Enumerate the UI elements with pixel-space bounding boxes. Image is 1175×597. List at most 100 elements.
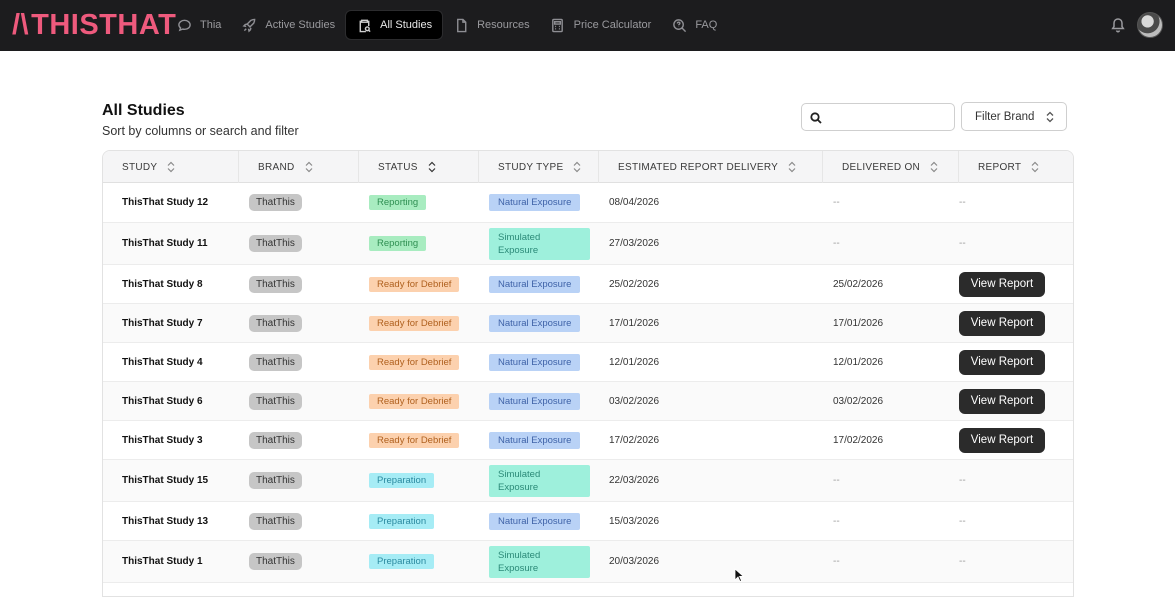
status-cell: Ready for Debrief [369,304,479,342]
main-nav: Thia Active Studies All Studies Resource… [166,10,727,40]
report-placeholder: -- [959,515,966,527]
study-name[interactable]: ThisThat Study 7 [122,317,203,329]
study-name[interactable]: ThisThat Study 3 [122,434,203,446]
clipboard-search-icon [356,17,372,33]
search-field[interactable] [801,103,955,131]
delivered-on-date: -- [833,197,840,208]
bell-icon[interactable] [1111,17,1125,33]
study-name[interactable]: ThisThat Study 4 [122,356,203,368]
column-header-delivered-on[interactable]: DELIVERED ON [823,151,959,183]
study-type-cell: Natural Exposure [489,382,599,420]
status-badge: Preparation [369,513,435,529]
study-type-cell: Simulated Exposure [489,223,599,264]
column-header-study-type[interactable]: STUDY TYPE [479,151,599,183]
estimated-delivery-cell: 25/02/2026 [609,265,823,303]
status-cell: Ready for Debrief [369,382,479,420]
view-report-button[interactable]: View Report [959,310,1045,336]
column-label: DELIVERED ON [842,161,921,173]
estimated-delivery-cell: 12/01/2026 [609,343,823,381]
nav-item-thia[interactable]: Thia [166,10,231,40]
nav-item-faq[interactable]: FAQ [661,10,727,40]
table-row[interactable]: ThisThat Study 11 ThatThis Reporting Simula… [103,223,1073,265]
study-type-badge: Natural Exposure [489,431,581,449]
nav-item-all-studies[interactable]: All Studies [345,10,444,40]
brand-badge: ThatThis [249,235,302,252]
brand-cell: ThatThis [249,541,359,582]
table-row[interactable]: ThisThat Study 15 ThatThis Preparation Simu… [103,460,1073,502]
study-name[interactable]: ThisThat Study 1 [122,556,203,567]
study-cell: ThisThat Study 3 [122,421,237,459]
brand-cell: ThatThis [249,223,359,264]
brand-cell: ThatThis [249,421,359,459]
study-type-line: Simulated [498,549,541,561]
report-cell: -- [959,223,1073,264]
estimated-delivery-cell: 20/03/2026 [609,541,823,582]
delivered-on-cell: -- [833,460,959,501]
search-icon [810,112,822,124]
calculator-icon [550,17,566,33]
delivered-on-cell: -- [833,223,959,264]
nav-item-resources[interactable]: Resources [443,10,540,40]
nav-item-label: Price Calculator [573,19,652,31]
table-row[interactable]: ThisThat Study 12 ThatThis Reporting Natura… [103,183,1073,223]
brand-cell: ThatThis [249,304,359,342]
view-report-button[interactable]: View Report [959,271,1045,297]
study-type-badge: Natural Exposure [489,194,581,211]
study-cell: ThisThat Study 12 [122,183,237,222]
brand-badge: ThatThis [249,392,302,410]
table-row[interactable]: ThisThat Study 1 ThatThis Preparation Simul… [103,541,1073,583]
table-row[interactable]: ThisThat Study 7 ThatThis Ready for Debrie… [103,304,1073,343]
brand-badge: ThatThis [249,431,302,449]
delivered-on-cell: 03/02/2026 [833,382,959,420]
table-header: STUDY BRAND STATUS STUDY TYPE ESTIMATED … [103,151,1073,183]
column-header-estimated-report-delivery[interactable]: ESTIMATED REPORT DELIVERY [599,151,823,183]
column-header-study[interactable]: STUDY [103,151,239,183]
column-label: REPORT [978,161,1022,173]
page-subtitle: Sort by columns or search and filter [102,124,299,138]
report-cell: View Report [959,421,1073,459]
view-report-button[interactable]: View Report [959,349,1045,375]
estimated-delivery-date: 17/02/2026 [609,434,660,446]
study-name[interactable]: ThisThat Study 15 [122,475,209,486]
table-row[interactable]: ThisThat Study 6 ThatThis Ready for Debrie… [103,382,1073,421]
study-name[interactable]: ThisThat Study 8 [122,278,203,290]
column-label: STUDY [122,161,158,173]
table-row[interactable]: ThisThat Study 13 ThatThis Preparation Natu… [103,502,1073,541]
study-name[interactable]: ThisThat Study 12 [122,197,209,208]
study-name[interactable]: ThisThat Study 11 [122,238,208,249]
study-type-line: Simulated [498,231,541,243]
delivered-on-cell: -- [833,502,959,540]
study-name[interactable]: ThisThat Study 6 [122,395,203,407]
report-cell: View Report [959,265,1073,303]
brand-badge: ThatThis [249,314,302,332]
view-report-button[interactable]: View Report [959,388,1045,414]
column-header-brand[interactable]: BRAND [239,151,359,183]
table-row[interactable]: ThisThat Study 3 ThatThis Ready for Debrie… [103,421,1073,460]
status-cell: Ready for Debrief [369,265,479,303]
estimated-delivery-date: 03/02/2026 [609,395,660,407]
search-input[interactable] [828,108,948,126]
study-type-cell: Simulated Exposure [489,460,599,501]
page-title: All Studies [102,102,185,119]
report-cell: -- [959,502,1073,540]
status-badge: Reporting [369,236,427,251]
top-navigation-bar: /\THISTHAT Thia Active Studies All Studi… [0,0,1175,51]
column-header-report[interactable]: REPORT [959,151,1073,183]
study-type-cell: Natural Exposure [489,265,599,303]
study-cell: ThisThat Study 11 [122,223,237,264]
user-avatar[interactable] [1137,12,1163,38]
nav-item-price-calculator[interactable]: Price Calculator [540,10,662,40]
column-header-status[interactable]: STATUS [359,151,479,183]
table-row[interactable]: ThisThat Study 4 ThatThis Ready for Debrie… [103,343,1073,382]
brand-badge: ThatThis [249,553,302,570]
brand-logo-text: /\THISTHAT [12,9,177,41]
table-row[interactable]: ThisThat Study 8 ThatThis Ready for Debrie… [103,265,1073,304]
status-cell: Preparation [369,541,479,582]
brand-badge: ThatThis [249,472,302,489]
view-report-button[interactable]: View Report [959,427,1045,453]
nav-item-active-studies[interactable]: Active Studies [231,10,345,40]
sort-descending-icon [428,161,436,173]
filter-brand-dropdown[interactable]: Filter Brand [961,102,1067,131]
study-name[interactable]: ThisThat Study 13 [122,515,209,527]
brand-logo[interactable]: /\THISTHAT [12,9,176,41]
